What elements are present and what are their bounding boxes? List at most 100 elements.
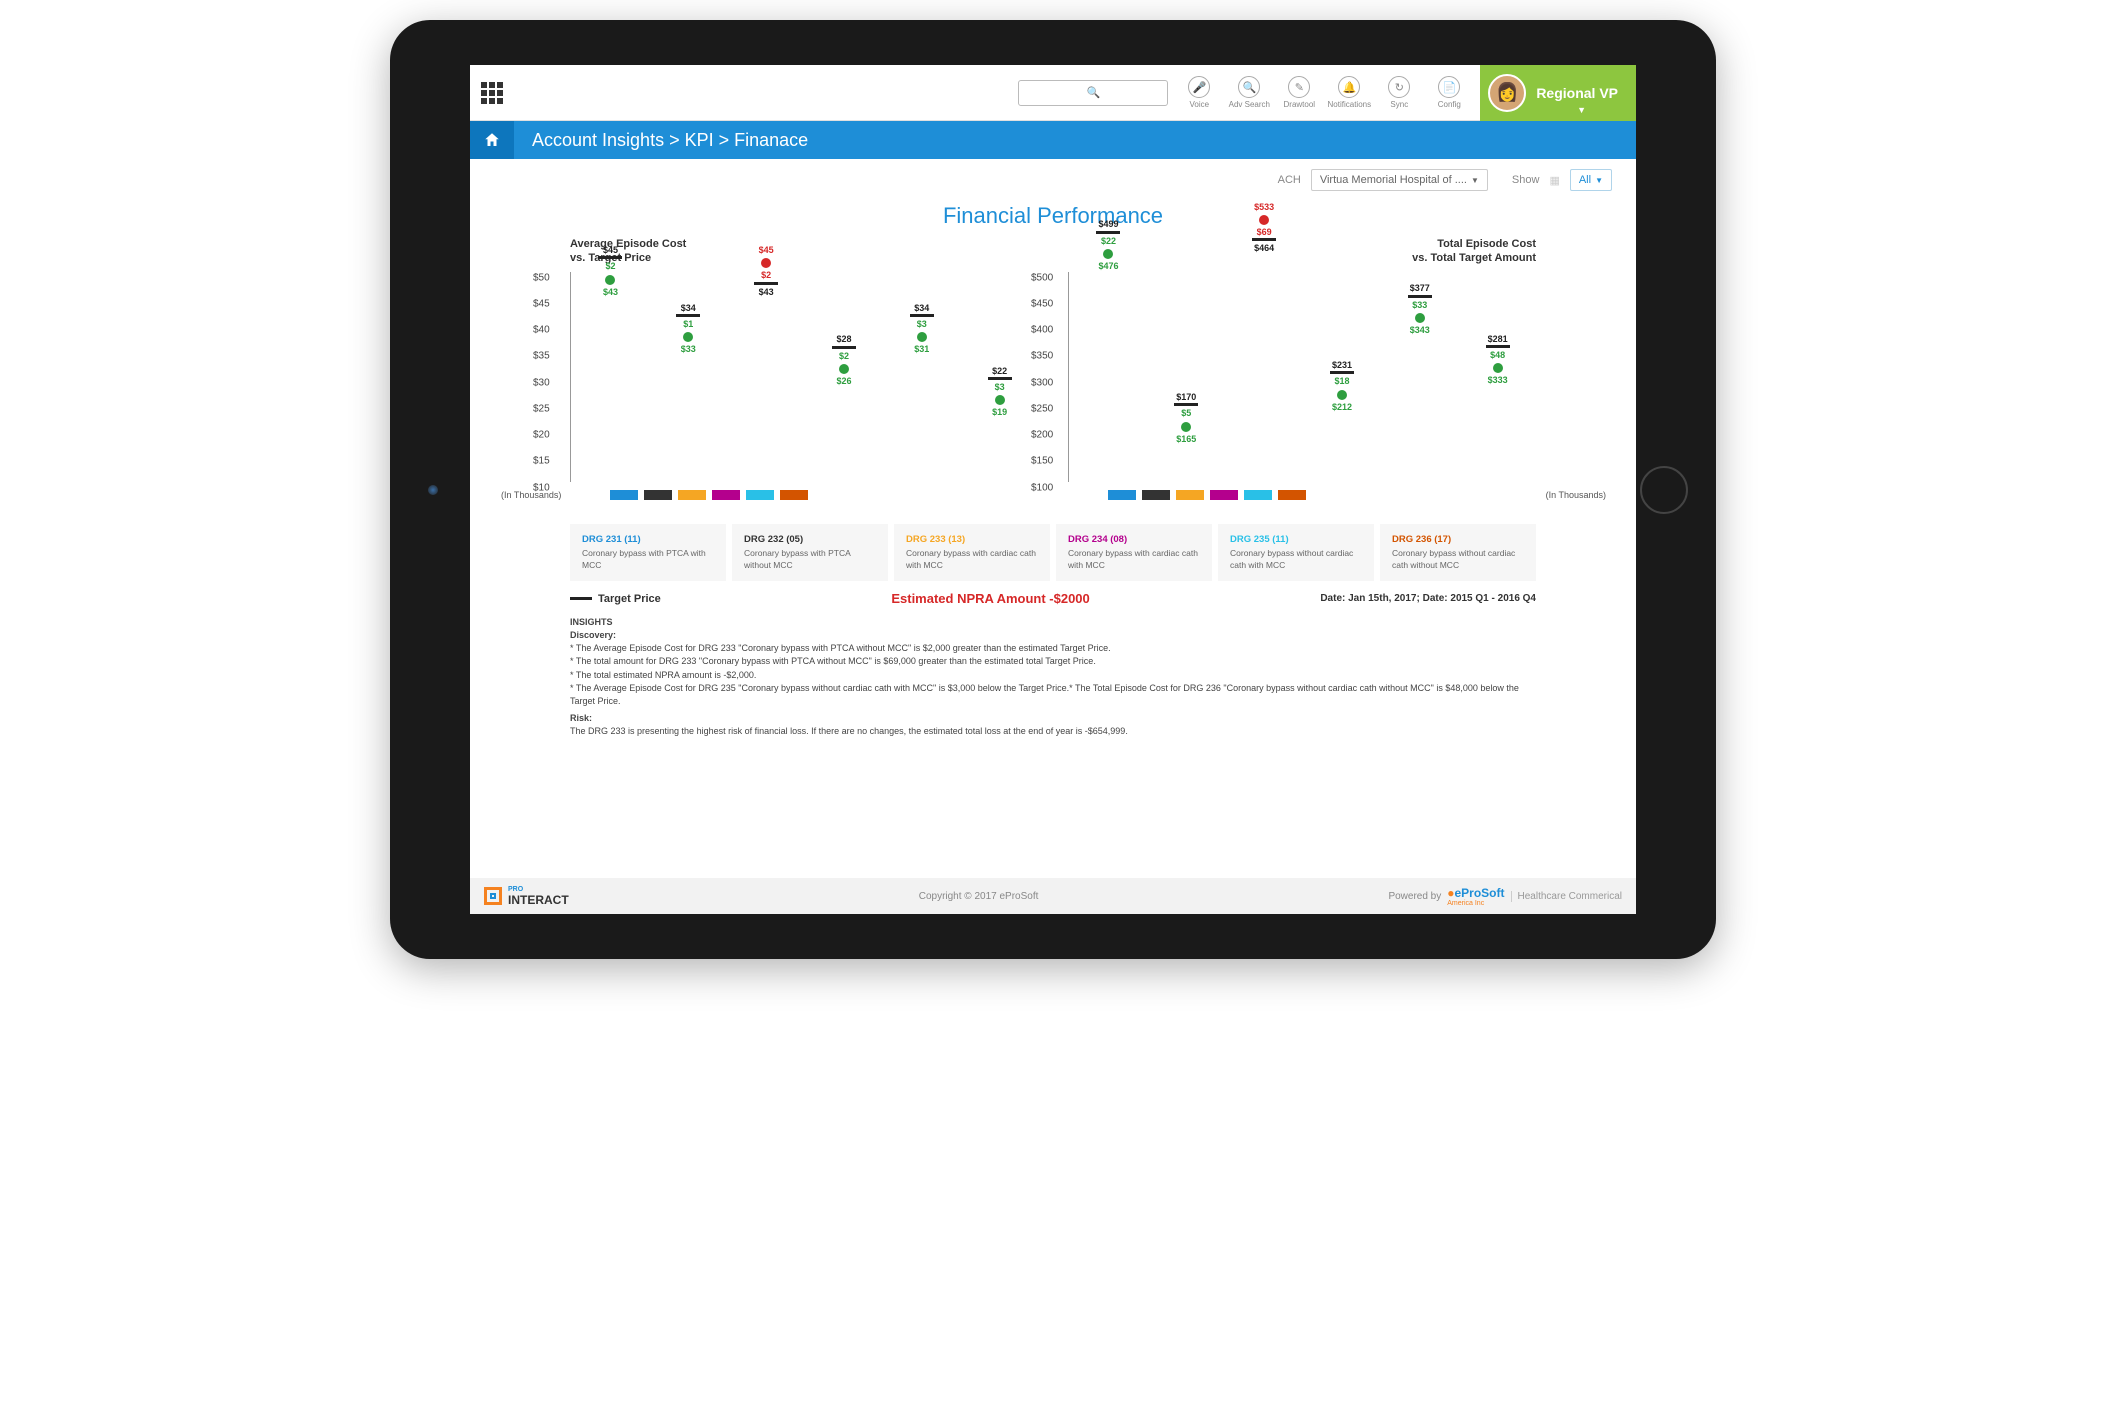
config-button[interactable]: 📄Config: [1426, 76, 1472, 109]
legend-swatch: [1176, 490, 1204, 500]
user-menu[interactable]: 👩 Regional VP ▼: [1480, 65, 1636, 121]
footer-logo-left: PROINTERACT: [484, 886, 569, 907]
chart-avg-cost: Average Episode Costvs. Target Price (In…: [570, 237, 1038, 500]
y-axis-tick: $350: [1031, 351, 1053, 362]
drg-legend-card: DRG 232 (05)Coronary bypass with PTCA wi…: [732, 524, 888, 582]
legend-swatch: [780, 490, 808, 500]
chart-title-left: Average Episode Costvs. Target Price: [570, 237, 1038, 266]
toolbar-icon-label: Sync: [1390, 100, 1408, 109]
target-price-legend: Target Price: [570, 593, 661, 605]
toolbar-icon-label: Adv Search: [1229, 100, 1270, 109]
adv-search-button[interactable]: 🔍 Adv Search: [1226, 76, 1272, 109]
discovery-item: * The total estimated NPRA amount is -$2…: [570, 669, 1536, 682]
search-icon: 🔍: [1086, 86, 1100, 99]
y-axis-tick: $35: [533, 351, 550, 362]
toolbar-icon-label: Drawtool: [1284, 100, 1316, 109]
sync-button[interactable]: ↻ Sync: [1376, 76, 1422, 109]
y-axis-tick: $15: [533, 456, 550, 467]
y-axis-tick: $300: [1031, 377, 1053, 388]
apps-grid-icon: [481, 82, 503, 104]
y-axis-tick: $30: [533, 377, 550, 388]
footer-tag: Healthcare Commerical: [1511, 891, 1622, 902]
drawtool-button[interactable]: ✎Drawtool: [1276, 76, 1322, 109]
voice-button[interactable]: 🎤 Voice: [1176, 76, 1222, 109]
y-axis-tick: $100: [1031, 482, 1053, 493]
legend-swatch: [1108, 490, 1136, 500]
discovery-heading: Discovery:: [570, 629, 1536, 642]
legend-swatch: [712, 490, 740, 500]
drg-desc: Coronary bypass with PTCA with MCC: [582, 548, 714, 571]
chart-title-right: Total Episode Costvs. Total Target Amoun…: [1068, 237, 1536, 266]
chart-data-point: $45$2$43: [590, 245, 630, 298]
y-axis-tick: $10: [533, 482, 550, 493]
hospital-dropdown[interactable]: Virtua Memorial Hospital of .... ▼: [1311, 169, 1488, 191]
y-axis-tick: $400: [1031, 325, 1053, 336]
toolbar-icon-label: Notifications: [1328, 100, 1372, 109]
drg-desc: Coronary bypass with cardiac cath with M…: [1068, 548, 1200, 571]
chart-data-point: $170$5$165: [1166, 392, 1206, 445]
chart-data-point: $22$3$19: [980, 366, 1020, 419]
legend-swatch: [1278, 490, 1306, 500]
footer-logo-right: ●eProSoft America Inc: [1447, 886, 1504, 907]
chart-data-point: $499$22$476: [1088, 219, 1128, 272]
chart-data-point: $34$1$33: [668, 303, 708, 356]
y-axis-tick: $150: [1031, 456, 1053, 467]
all-dropdown[interactable]: All ▼: [1570, 169, 1612, 191]
drg-code: DRG 231 (11): [582, 534, 714, 547]
drg-code: DRG 233 (13): [906, 534, 1038, 547]
drg-code: DRG 232 (05): [744, 534, 876, 547]
chart-data-point: $231$18$212: [1322, 360, 1362, 413]
chart-total-cost: Total Episode Costvs. Total Target Amoun…: [1068, 237, 1536, 500]
all-value: All: [1579, 174, 1591, 186]
drg-desc: Coronary bypass without cardiac cath wit…: [1392, 548, 1524, 571]
drg-legend-card: DRG 236 (17)Coronary bypass without card…: [1380, 524, 1536, 582]
y-axis-tick: $40: [533, 325, 550, 336]
discovery-item: * The Average Episode Cost for DRG 235 "…: [570, 682, 1536, 708]
grid-view-icon[interactable]: ▦: [1549, 174, 1559, 187]
chart-data-point: $281$48$333: [1478, 334, 1518, 387]
chevron-down-icon: ▼: [1471, 176, 1479, 185]
chart-data-point: $34$3$31: [902, 303, 942, 356]
npra-amount: Estimated NPRA Amount -$2000: [661, 591, 1321, 606]
page-title: Financial Performance: [570, 203, 1536, 229]
y-axis-tick: $250: [1031, 403, 1053, 414]
sync-icon: ↻: [1388, 76, 1410, 98]
breadcrumb: Account Insights > KPI > Finanace: [514, 121, 1636, 159]
chart-data-point: $28$2$26: [824, 334, 864, 387]
home-button[interactable]: [470, 121, 514, 159]
drg-desc: Coronary bypass with cardiac cath with M…: [906, 548, 1038, 571]
adv-search-icon: 🔍: [1238, 76, 1260, 98]
legend-swatch: [678, 490, 706, 500]
chart-data-point: $533$69$464: [1244, 202, 1284, 255]
apps-menu-button[interactable]: [470, 82, 514, 104]
drg-desc: Coronary bypass with PTCA without MCC: [744, 548, 876, 571]
y-axis-tick: $45: [533, 298, 550, 309]
legend-swatch: [746, 490, 774, 500]
notifications-button[interactable]: 🔔Notifications: [1326, 76, 1372, 109]
powered-by-label: Powered by: [1388, 891, 1441, 902]
y-axis-tick: $50: [533, 272, 550, 283]
search-input[interactable]: 🔍: [1018, 80, 1168, 106]
voice-icon: 🎤: [1188, 76, 1210, 98]
chevron-down-icon: ▼: [1595, 176, 1603, 185]
hospital-value: Virtua Memorial Hospital of ....: [1320, 174, 1467, 186]
home-icon: [483, 131, 501, 149]
chart-data-point: $377$33$343: [1400, 283, 1440, 336]
legend-swatch: [610, 490, 638, 500]
discovery-item: * The Average Episode Cost for DRG 233 "…: [570, 642, 1536, 655]
legend-swatch: [644, 490, 672, 500]
drg-desc: Coronary bypass without cardiac cath wit…: [1230, 548, 1362, 571]
drg-legend-card: DRG 231 (11)Coronary bypass with PTCA wi…: [570, 524, 726, 582]
legend-swatch: [1142, 490, 1170, 500]
ach-label: ACH: [1278, 174, 1301, 186]
chevron-down-icon: ▼: [1577, 105, 1586, 115]
chart-data-point: $45$2$43: [746, 245, 786, 298]
drg-code: DRG 235 (11): [1230, 534, 1362, 547]
target-price-label: Target Price: [598, 593, 661, 605]
y-axis-tick: $200: [1031, 430, 1053, 441]
y-axis-tick: $20: [533, 430, 550, 441]
date-range: Date: Jan 15th, 2017; Date: 2015 Q1 - 20…: [1320, 593, 1536, 604]
footer-copyright: Copyright © 2017 eProSoft: [569, 891, 1389, 902]
toolbar-icon-label: Voice: [1190, 100, 1210, 109]
drg-legend-card: DRG 234 (08)Coronary bypass with cardiac…: [1056, 524, 1212, 582]
